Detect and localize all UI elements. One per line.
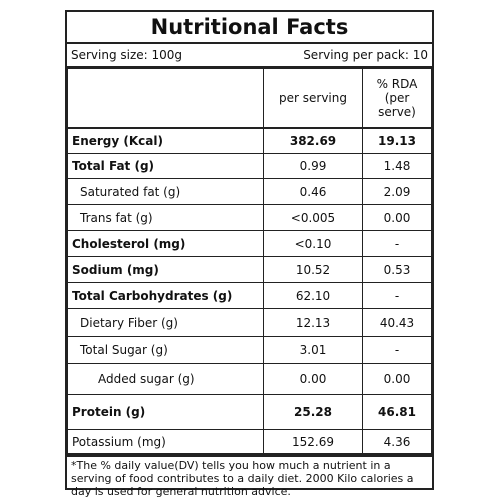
serving-per-pack: Serving per pack: 10 xyxy=(303,48,428,62)
nutrient-name: Dietary Fiber (g) xyxy=(67,308,264,337)
nutrient-value: 0.99 xyxy=(263,153,363,179)
nutrient-name: Saturated fat (g) xyxy=(67,178,264,205)
nutrient-value: - xyxy=(362,282,432,309)
nutrient-name: Cholesterol (mg) xyxy=(67,230,264,257)
header-cell xyxy=(67,68,264,129)
nutrient-value: 382.69 xyxy=(263,127,363,154)
nutrient-value: <0.005 xyxy=(263,204,363,231)
nutrient-row: Energy (Kcal) 382.69 19.13 xyxy=(67,127,432,154)
nutrient-value: - xyxy=(362,230,432,257)
nutrient-name: Total Fat (g) xyxy=(67,153,264,179)
nutrition-label: Nutritional Facts Serving size: 100g Ser… xyxy=(65,10,434,498)
nutrient-value: 62.10 xyxy=(263,282,363,309)
nutrient-value: 2.09 xyxy=(362,178,432,205)
nutrient-name: Total Carbohydrates (g) xyxy=(67,282,264,309)
nutrient-value: 4.36 xyxy=(362,429,432,455)
nutrient-row: Cholesterol (mg) <0.10- xyxy=(67,230,432,257)
title: Nutritional Facts xyxy=(67,12,432,44)
nutrient-value: 0.53 xyxy=(362,256,432,283)
nutrient-value: <0.10 xyxy=(263,230,363,257)
nutrient-row: Sodium (mg) 10.52 0.53 xyxy=(67,256,432,283)
nutrient-value: 12.13 xyxy=(263,308,363,337)
header-cell: per serving xyxy=(263,68,363,129)
nutrient-name: Total Sugar (g) xyxy=(67,336,264,364)
nutrient-value: 152.69 xyxy=(263,429,363,455)
nutrient-row: Saturated fat (g) 0.46 2.09 xyxy=(67,178,432,205)
nutrient-name: Sodium (mg) xyxy=(67,256,264,283)
nutrient-value: 10.52 xyxy=(263,256,363,283)
nutrient-value: 0.00 xyxy=(362,204,432,231)
nutrient-row: Dietary Fiber (g) 12.13 40.43 xyxy=(67,308,432,337)
nutrition-table: per serving % RDA (per serve) Energy (Kc… xyxy=(67,68,432,455)
nutrient-value: 0.00 xyxy=(362,363,432,395)
nutrient-value: 0.00 xyxy=(263,363,363,395)
nutrient-row: Protein (g) 25.28 46.81 xyxy=(67,394,432,430)
header-cell: % RDA (per serve) xyxy=(362,68,432,129)
header-row: per serving % RDA (per serve) xyxy=(67,68,432,129)
nutrient-value: 46.81 xyxy=(362,394,432,430)
nutrient-row: Potassium (mg) 152.69 4.36 xyxy=(67,429,432,455)
nutrient-row: Trans fat (g) <0.005 0.00 xyxy=(67,204,432,231)
serving-row: Serving size: 100g Serving per pack: 10 xyxy=(67,44,432,68)
nutrient-value: 19.13 xyxy=(362,127,432,154)
nutrient-value: 25.28 xyxy=(263,394,363,430)
nutrient-row: Total Carbohydrates (g) 62.10- xyxy=(67,282,432,309)
nutrient-value: 0.46 xyxy=(263,178,363,205)
nutrient-value: 3.01 xyxy=(263,336,363,364)
nutrient-name: Trans fat (g) xyxy=(67,204,264,231)
nutrient-row: Added sugar (g) 0.00 0.00 xyxy=(67,363,432,395)
nutrient-name: Energy (Kcal) xyxy=(67,127,264,154)
nutrient-name: Protein (g) xyxy=(67,394,264,430)
nutrient-row: Total Fat (g) 0.99 1.48 xyxy=(67,153,432,179)
footnote: *The % daily value(DV) tells you how muc… xyxy=(67,455,432,500)
nutrient-name: Added sugar (g) xyxy=(67,363,264,395)
serving-size: Serving size: 100g xyxy=(71,48,183,62)
nutrient-name: Potassium (mg) xyxy=(67,429,264,455)
nutrient-value: 1.48 xyxy=(362,153,432,179)
nutrient-value: - xyxy=(362,336,432,364)
nutrient-row: Total Sugar (g) 3.01- xyxy=(67,336,432,364)
nutrient-value: 40.43 xyxy=(362,308,432,337)
